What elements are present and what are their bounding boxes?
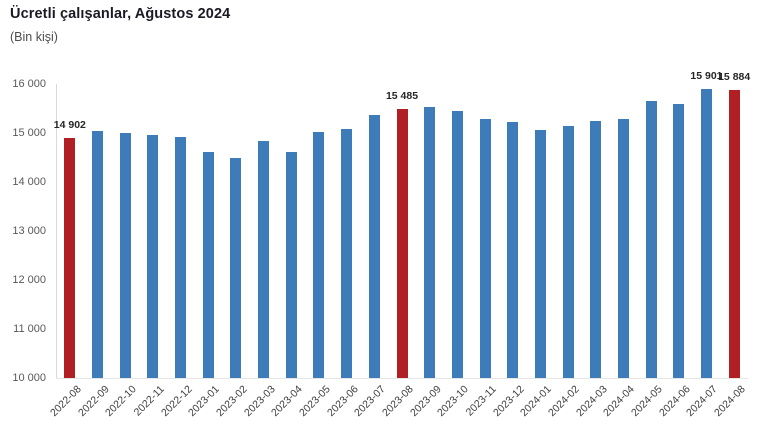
bar[interactable] [202,152,214,378]
bar[interactable] [534,130,546,378]
bar[interactable] [645,101,657,378]
chart-title: Ücretli çalışanlar, Ağustos 2024 [10,6,231,22]
bar-value-label: 15 485 [385,90,419,102]
y-tick-label: 10 000 [12,372,46,384]
bar[interactable] [590,121,602,378]
y-tick-label: 15 000 [12,127,46,139]
bar[interactable] [119,133,131,378]
bar[interactable] [451,111,463,378]
bar-value-label: 15 901 [690,70,723,82]
y-axis-line [56,84,57,378]
y-tick-label: 11 000 [13,323,46,335]
bar[interactable] [92,131,104,378]
bar[interactable] [507,122,519,378]
bar-highlighted[interactable] [396,109,408,378]
y-tick-label: 12 000 [12,274,46,286]
bar-highlighted[interactable] [728,90,740,378]
bar[interactable] [341,129,353,378]
x-tick-label: 2022-08 [47,383,84,420]
bar[interactable] [562,126,574,378]
bar[interactable] [175,137,187,378]
bar[interactable] [617,119,629,378]
bar[interactable] [285,152,297,378]
bar[interactable] [368,115,380,378]
bar[interactable] [313,132,325,378]
bar[interactable] [700,89,712,378]
bar[interactable] [258,141,270,378]
chart-subtitle: (Bin kişi) [10,30,58,44]
bar[interactable] [424,107,436,378]
y-tick-label: 16 000 [12,78,46,90]
bar-highlighted[interactable] [64,138,76,378]
bar[interactable] [147,135,159,378]
bar-value-label: 14 902 [53,119,86,131]
y-tick-label: 14 000 [12,176,46,188]
bar[interactable] [673,104,685,378]
bar-value-label: 15 884 [718,71,751,83]
bar[interactable] [230,158,242,378]
y-tick-label: 13 000 [12,225,46,237]
bar[interactable] [479,119,491,378]
x-axis-line [56,378,748,379]
